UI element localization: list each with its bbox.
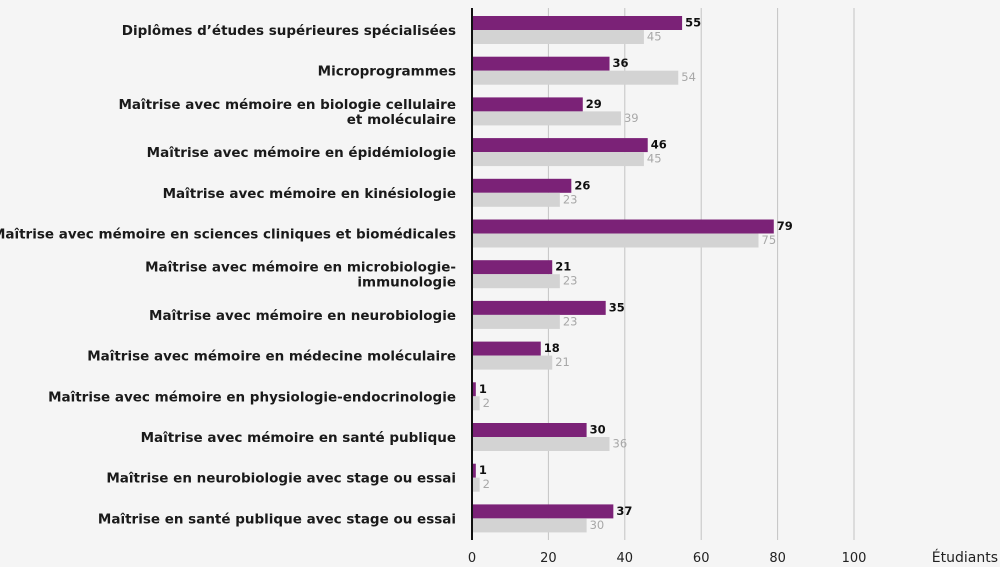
value-label-secondary: 23 bbox=[563, 192, 578, 206]
value-label-primary: 21 bbox=[555, 260, 571, 274]
value-label-primary: 79 bbox=[777, 219, 793, 233]
value-labels: 5545365429394645262379752123352318211230… bbox=[479, 16, 793, 532]
value-label-secondary: 75 bbox=[762, 233, 777, 247]
value-label-primary: 26 bbox=[574, 178, 590, 192]
x-tick-label: 80 bbox=[769, 551, 786, 566]
category-label: Maîtrise avec mémoire en kinésiologie bbox=[163, 186, 456, 202]
value-label-secondary: 21 bbox=[555, 355, 570, 369]
value-label-primary: 1 bbox=[479, 382, 487, 396]
value-label-secondary: 23 bbox=[563, 314, 578, 328]
category-label: Maîtrise avec mémoire en santé publique bbox=[141, 430, 456, 446]
category-label: Maîtrise avec mémoire en sciences cliniq… bbox=[0, 227, 456, 243]
value-label-secondary: 36 bbox=[613, 437, 628, 451]
bar-primary bbox=[472, 300, 606, 315]
value-label-secondary: 2 bbox=[483, 396, 490, 410]
bar-primary bbox=[472, 463, 476, 478]
value-label-primary: 36 bbox=[613, 56, 629, 70]
value-label-primary: 37 bbox=[616, 504, 632, 518]
bar-secondary bbox=[472, 111, 621, 126]
category-label: Maîtrise en neurobiologie avec stage ou … bbox=[106, 471, 456, 487]
bar-marks bbox=[472, 16, 774, 533]
bar-secondary bbox=[472, 477, 480, 492]
category-labels: Diplômes d’études supérieures spécialisé… bbox=[0, 23, 456, 527]
bar-primary bbox=[472, 97, 583, 112]
x-tick-label: 100 bbox=[842, 551, 867, 566]
x-tick-labels: 0 20 40 60 80 100 bbox=[468, 551, 867, 566]
value-label-secondary: 30 bbox=[590, 518, 605, 532]
value-label-primary: 29 bbox=[586, 97, 602, 111]
bar-primary bbox=[472, 16, 683, 30]
bar-primary bbox=[472, 138, 648, 153]
value-label-secondary: 45 bbox=[647, 30, 662, 44]
x-tick-label: 20 bbox=[540, 551, 557, 566]
category-label: Maîtrise avec mémoire en biologie cellul… bbox=[118, 97, 456, 128]
bar-secondary bbox=[472, 518, 587, 533]
category-label: Maîtrise avec mémoire en épidémiologie bbox=[147, 145, 456, 161]
category-label: Maîtrise en santé publique avec stage ou… bbox=[98, 511, 456, 527]
category-label: Maîtrise avec mémoire en physiologie-end… bbox=[48, 389, 456, 405]
value-label-primary: 18 bbox=[544, 341, 560, 355]
bar-secondary bbox=[472, 274, 560, 289]
bar-secondary bbox=[472, 30, 644, 44]
bar-primary bbox=[472, 382, 476, 397]
bar-secondary bbox=[472, 314, 560, 329]
value-label-primary: 35 bbox=[609, 300, 625, 314]
bar-secondary bbox=[472, 152, 644, 167]
category-label: Maîtrise avec mémoire en neurobiologie bbox=[149, 308, 456, 324]
bar-primary bbox=[472, 423, 587, 437]
bar-primary bbox=[472, 178, 572, 193]
x-tick-label: 0 bbox=[468, 551, 476, 566]
bar-secondary bbox=[472, 396, 480, 411]
bar-secondary bbox=[472, 70, 679, 85]
value-label-primary: 1 bbox=[479, 463, 487, 477]
x-tick-label: 40 bbox=[617, 551, 634, 566]
bar-primary bbox=[472, 504, 614, 519]
value-label-primary: 55 bbox=[685, 16, 701, 30]
bar-secondary bbox=[472, 233, 759, 248]
bar-primary bbox=[472, 260, 553, 275]
category-label: Diplômes d’études supérieures spécialisé… bbox=[122, 23, 456, 39]
bar-secondary bbox=[472, 437, 610, 451]
value-label-primary: 30 bbox=[590, 423, 606, 437]
bar-primary bbox=[472, 219, 774, 234]
x-tick-label: 60 bbox=[693, 551, 710, 566]
gridlines bbox=[547, 8, 855, 540]
category-label: Maîtrise avec mémoire en médecine molécu… bbox=[87, 349, 456, 365]
bar-primary bbox=[472, 56, 610, 71]
value-label-secondary: 23 bbox=[563, 274, 578, 288]
value-label-secondary: 2 bbox=[483, 477, 490, 491]
x-axis-title: Étudiants bbox=[932, 549, 998, 566]
bar-secondary bbox=[472, 192, 560, 207]
value-label-secondary: 54 bbox=[681, 70, 696, 84]
bar-secondary bbox=[472, 355, 553, 370]
value-label-secondary: 39 bbox=[624, 111, 639, 125]
value-label-secondary: 45 bbox=[647, 152, 662, 166]
bar-primary bbox=[472, 341, 541, 356]
category-label: Microprogrammes bbox=[318, 64, 456, 80]
category-label: Maîtrise avec mémoire en microbiologie-i… bbox=[145, 260, 456, 291]
value-label-primary: 46 bbox=[651, 138, 667, 152]
